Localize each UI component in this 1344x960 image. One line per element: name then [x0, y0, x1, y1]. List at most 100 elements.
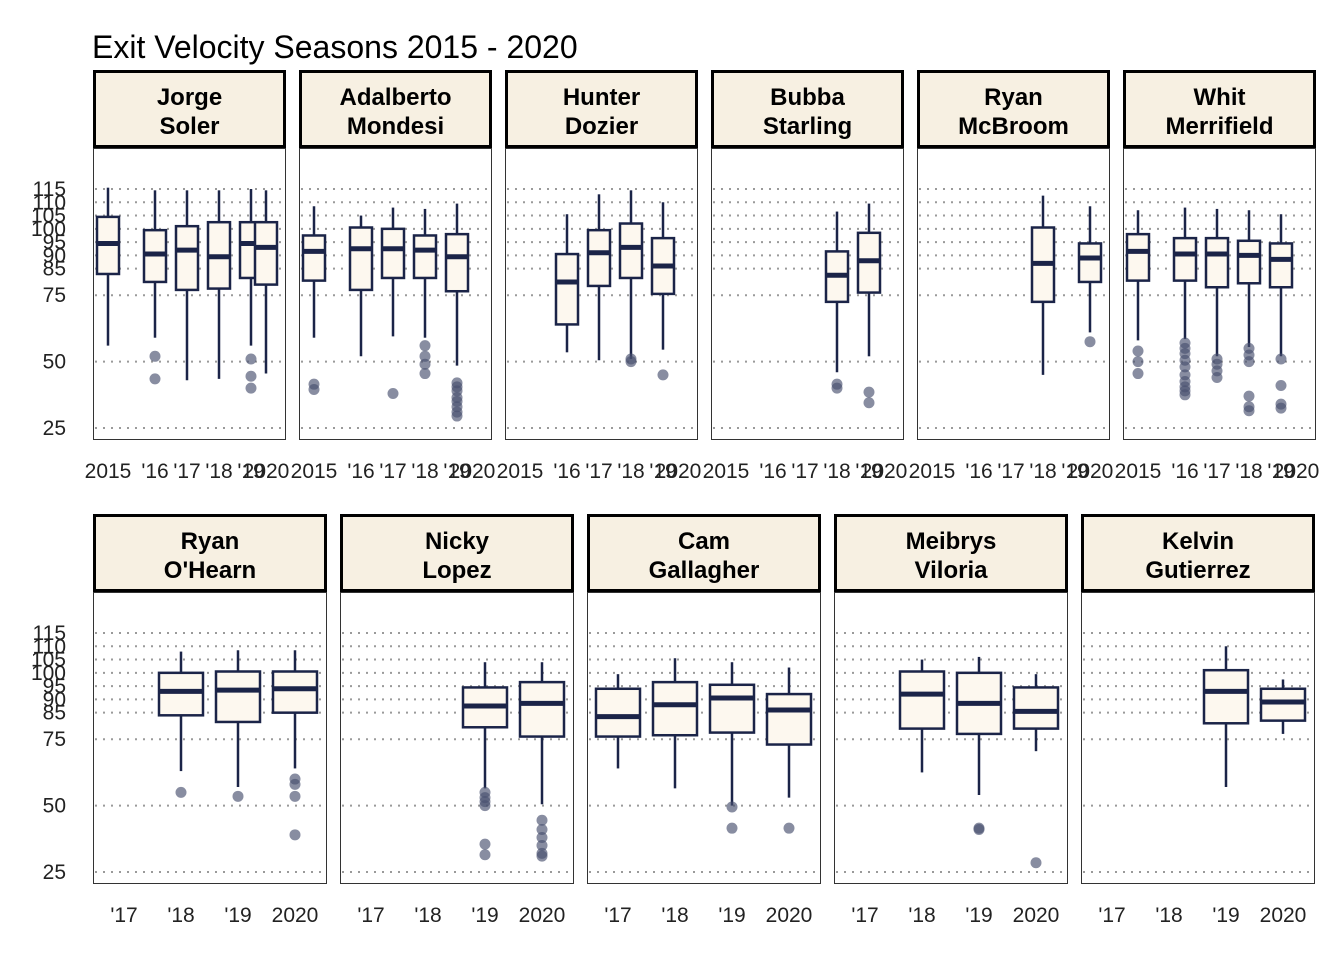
- y-tick-label: 110: [33, 635, 66, 658]
- y-tick-label: 95: [43, 231, 66, 254]
- x-tick-label: 2020: [1013, 904, 1060, 927]
- y-tick-label: 90: [43, 244, 66, 267]
- boxplot: [955, 656, 1003, 836]
- boxplot: [554, 214, 580, 353]
- y-tick-label: 110: [33, 191, 66, 214]
- box-iqr: [271, 670, 319, 714]
- facet-strip-label: Whit: [1194, 84, 1246, 111]
- y-tick-label: 50: [43, 351, 66, 374]
- boxplot: [594, 674, 642, 769]
- outlier-point: [536, 814, 548, 826]
- x-tick-label: 2020: [519, 904, 566, 927]
- x-tick-label: '19: [1267, 460, 1294, 483]
- facet-strip-label: Gutierrez: [1145, 557, 1250, 584]
- x-tick-label: '18: [1235, 460, 1262, 483]
- box-iqr: [898, 670, 946, 730]
- outlier-point: [289, 829, 301, 841]
- boxplot: [157, 651, 205, 798]
- outlier-point: [245, 370, 257, 382]
- panel-border: [93, 148, 286, 440]
- outlier-point: [1084, 336, 1096, 348]
- facet-strip: [299, 70, 492, 148]
- x-tick-label: '18: [823, 460, 850, 483]
- boxplot: [1077, 206, 1103, 348]
- facet-strip: [711, 70, 904, 148]
- x-tick-label: '18: [205, 460, 232, 483]
- box-iqr: [1012, 686, 1060, 730]
- boxplot: [1012, 674, 1060, 869]
- y-tick-label: 75: [43, 284, 66, 307]
- box-iqr: [1202, 668, 1250, 725]
- x-tick-label: 2020: [243, 460, 290, 483]
- facet-strip-label: Merrifield: [1165, 113, 1273, 140]
- x-tick-label: '19: [443, 460, 470, 483]
- boxplot: [1204, 208, 1230, 384]
- outlier-point: [1132, 345, 1144, 357]
- boxplot: [708, 662, 756, 834]
- x-tick-label: '17: [585, 460, 612, 483]
- boxplot: [898, 659, 946, 773]
- facet-strip-label: Ryan: [181, 528, 240, 555]
- y-tick-label: 25: [43, 417, 66, 440]
- outlier-point: [451, 410, 463, 422]
- panel-border: [711, 148, 904, 440]
- boxplot: [206, 190, 232, 379]
- outlier-point: [1275, 402, 1287, 414]
- box-iqr: [348, 226, 374, 292]
- x-tick-label: '19: [1212, 904, 1239, 927]
- x-tick-label: 2020: [861, 460, 908, 483]
- x-tick-label: 2015: [1115, 460, 1162, 483]
- outlier-point: [479, 849, 491, 861]
- boxplot: [1268, 214, 1294, 414]
- y-tick-label: 85: [43, 258, 66, 281]
- y-tick-label: 25: [43, 861, 66, 884]
- x-tick-label: '18: [1029, 460, 1056, 483]
- box-iqr: [253, 220, 279, 286]
- x-tick-label: '18: [167, 904, 194, 927]
- y-tick-label: 85: [43, 702, 66, 725]
- boxplot: [1236, 210, 1262, 417]
- box-iqr: [380, 227, 406, 280]
- x-tick-label: '17: [1098, 904, 1125, 927]
- facet-strip-label: Cam: [678, 528, 730, 555]
- x-tick-label: '18: [414, 904, 441, 927]
- facet-strip-label: Ryan: [984, 84, 1043, 111]
- x-tick-label: 2020: [449, 460, 496, 483]
- outlier-point: [289, 778, 301, 790]
- facet-strip: [834, 514, 1068, 592]
- outlier-point: [419, 340, 431, 352]
- outlier-point: [149, 373, 161, 385]
- box-iqr: [412, 234, 438, 280]
- box-iqr: [586, 228, 612, 288]
- outlier-point: [245, 353, 257, 365]
- panel-border: [1123, 148, 1316, 440]
- x-tick-label: '16: [553, 460, 580, 483]
- outlier-point: [245, 382, 257, 394]
- outlier-point: [726, 801, 738, 813]
- x-tick-label: '19: [649, 460, 676, 483]
- boxplot: [253, 190, 279, 374]
- outlier-point: [1132, 356, 1144, 368]
- outlier-point: [232, 790, 244, 802]
- outlier-point: [479, 800, 491, 812]
- panel-border: [340, 592, 574, 884]
- x-tick-label: '16: [965, 460, 992, 483]
- facet-strip-label: Viloria: [915, 557, 989, 584]
- box-iqr: [1259, 687, 1307, 722]
- outlier-point: [1243, 405, 1255, 417]
- x-tick-label: '17: [791, 460, 818, 483]
- boxplot: [142, 190, 168, 385]
- x-tick-label: '16: [759, 460, 786, 483]
- facet-strip-label: Jorge: [157, 84, 222, 111]
- x-tick-label: '18: [908, 904, 935, 927]
- x-tick-label: '17: [997, 460, 1024, 483]
- panel-border: [93, 592, 327, 884]
- outlier-point: [1179, 389, 1191, 401]
